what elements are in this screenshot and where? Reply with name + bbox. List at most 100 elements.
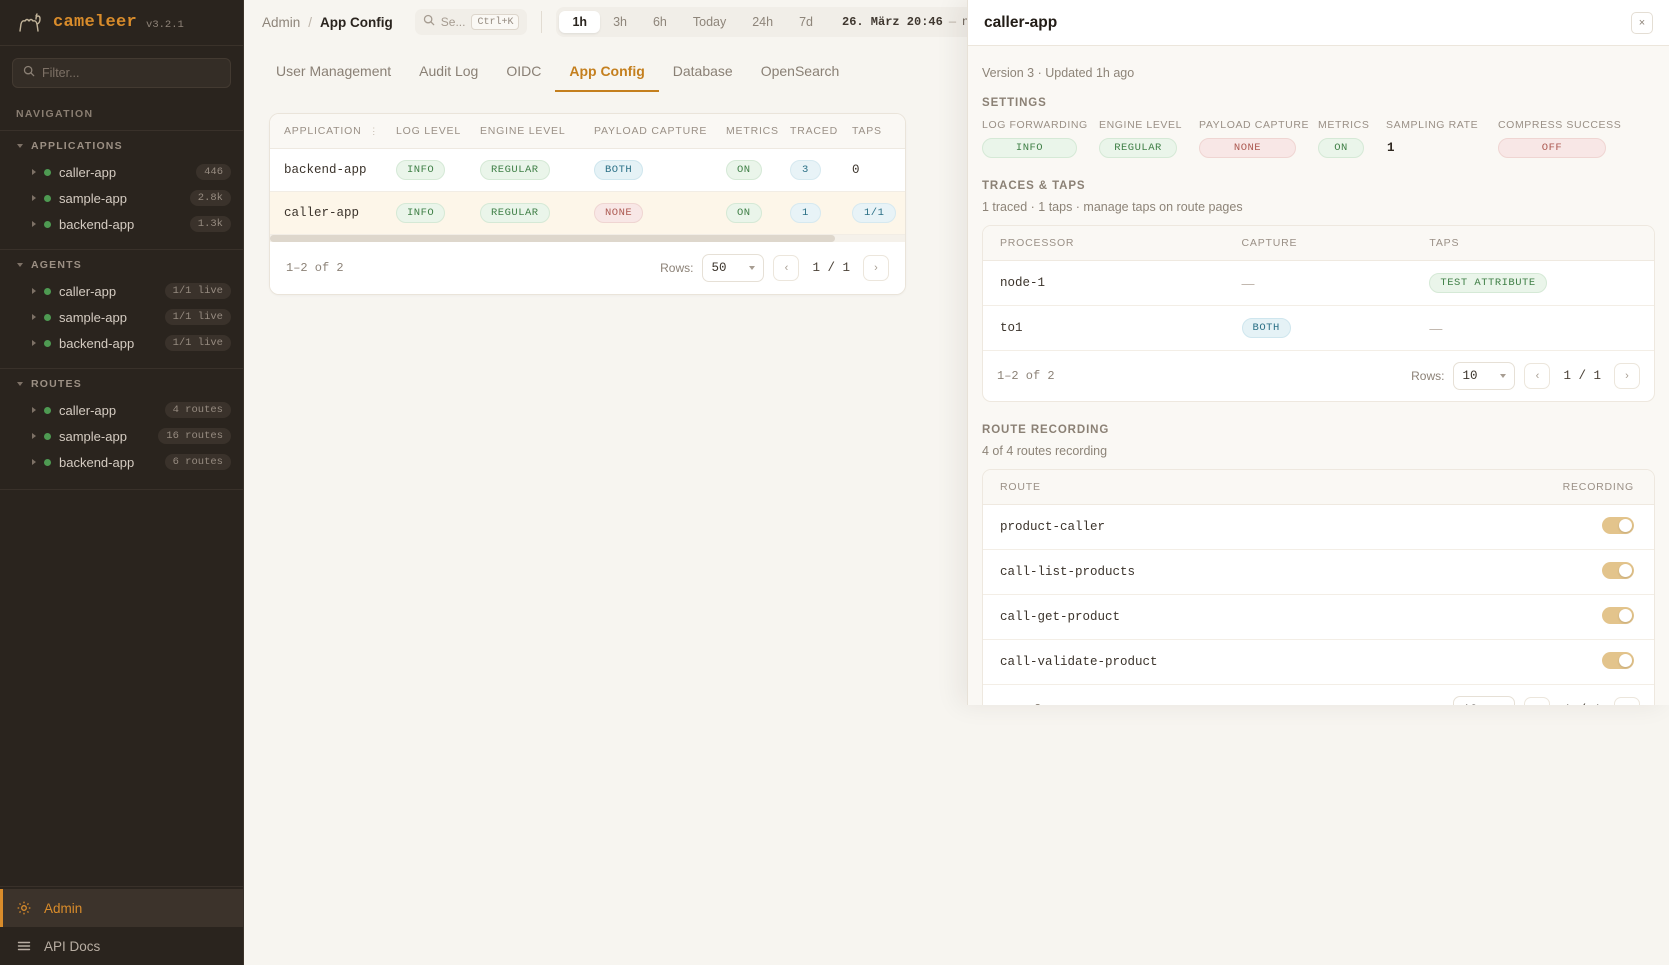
time-range-dash: — — [948, 15, 957, 29]
recording-toggle[interactable] — [1602, 607, 1634, 624]
sidebar-item-admin[interactable]: Admin — [0, 889, 243, 927]
sidebar-item-route-caller-app[interactable]: caller-app 4 routes — [0, 397, 243, 423]
sidebar-item-api-docs[interactable]: API Docs — [0, 927, 243, 965]
tab-app-config[interactable]: App Config — [555, 54, 659, 92]
sidebar: cameleer v3.2.1 NAVIGATION APPLICATIONS … — [0, 0, 244, 965]
sidebar-item-badge: 4 routes — [164, 402, 231, 418]
row-count-label: 1–2 of 2 — [997, 369, 1055, 383]
table-row[interactable]: call-get-product — [983, 594, 1654, 640]
time-range-6h[interactable]: 6h — [652, 15, 667, 29]
recording-toggle[interactable] — [1602, 517, 1634, 534]
setting-value-pill: ON — [1318, 138, 1364, 158]
table-row[interactable]: caller-app INFO REGULAR NONE ON 1 1/1 3 — [270, 191, 905, 235]
horizontal-scrollbar[interactable] — [270, 235, 905, 242]
global-search-button[interactable]: Se... Ctrl+K — [414, 9, 528, 35]
table-header-row: ROUTE RECORDING — [983, 470, 1654, 505]
chevron-right-icon — [32, 288, 36, 294]
table-row[interactable]: node-1 — TEST ATTRIBUTE — [983, 260, 1654, 306]
tab-oidc[interactable]: OIDC — [506, 63, 542, 79]
cell-taps: 0 — [838, 148, 900, 192]
col-engine-level[interactable]: ENGINE LEVEL — [466, 114, 580, 149]
filter-box[interactable] — [12, 58, 231, 88]
prev-page-button[interactable]: ‹ — [1524, 363, 1551, 389]
setting-value-pill: OFF — [1498, 138, 1606, 158]
status-dot — [44, 287, 51, 295]
breadcrumb-root[interactable]: Admin — [262, 14, 301, 30]
cell-route: call-list-products — [983, 549, 1453, 595]
status-dot — [44, 339, 51, 347]
traced-pill: 1 — [790, 203, 821, 223]
col-traced[interactable]: TRACED — [776, 114, 838, 149]
group-header-agents[interactable]: AGENTS — [0, 252, 243, 278]
cell-processor: to1 — [983, 305, 1225, 351]
brand-version: v3.2.1 — [146, 18, 184, 31]
sidebar-item-label: caller-app — [59, 164, 117, 180]
time-range-from[interactable]: 26. März 20:46 — [842, 15, 943, 29]
chevron-right-icon — [32, 314, 36, 320]
tab-database[interactable]: Database — [672, 63, 733, 79]
table-row[interactable]: to1 BOTH — — [983, 305, 1654, 351]
cell-route: call-get-product — [983, 594, 1453, 640]
recording-toggle[interactable] — [1602, 562, 1634, 579]
divider — [0, 130, 243, 131]
setting-value-number: 1 — [1387, 141, 1395, 155]
col-application[interactable]: APPLICATION ⋮ — [270, 114, 382, 149]
col-version[interactable]: V — [900, 114, 905, 149]
metrics-pill: ON — [726, 160, 762, 180]
status-dot — [44, 406, 51, 414]
capture-pill: BOTH — [1241, 318, 1291, 338]
time-range-7d[interactable]: 7d — [799, 15, 813, 29]
col-metrics[interactable]: METRICS — [712, 114, 778, 149]
chevron-right-icon — [32, 169, 36, 175]
prev-page-button[interactable]: ‹ — [1524, 697, 1551, 705]
status-dot — [44, 220, 51, 228]
col-log-level[interactable]: LOG LEVEL — [382, 114, 466, 149]
time-range-1h[interactable]: 1h — [559, 11, 601, 33]
next-page-button[interactable]: › — [1614, 363, 1640, 389]
time-range-3h[interactable]: 3h — [613, 15, 627, 29]
tap-pill: TEST ATTRIBUTE — [1429, 273, 1547, 293]
table-row[interactable]: product-caller — [983, 504, 1654, 550]
tab-opensearch[interactable]: OpenSearch — [760, 63, 840, 79]
sidebar-item-label: Admin — [44, 900, 83, 916]
col-label: APPLICATION — [284, 125, 362, 137]
sidebar-item-route-backend-app[interactable]: backend-app 6 routes — [0, 449, 243, 475]
prev-page-button[interactable]: ‹ — [773, 255, 800, 281]
setting-compress-success: COMPRESS SUCCESS OFF — [1498, 119, 1621, 158]
sidebar-item-agent-backend-app[interactable]: backend-app 1/1 live — [0, 330, 243, 356]
col-recording: RECORDING — [1452, 470, 1654, 505]
group-header-applications[interactable]: APPLICATIONS — [0, 133, 243, 159]
rows-per-page-label: Rows: — [660, 261, 694, 275]
sidebar-item-agent-sample-app[interactable]: sample-app 1/1 live — [0, 304, 243, 330]
time-range-24h[interactable]: 24h — [752, 15, 774, 29]
filter-input[interactable] — [42, 66, 220, 80]
tab-audit-log[interactable]: Audit Log — [419, 63, 479, 79]
rows-per-page-select[interactable]: 10 — [1453, 362, 1516, 390]
table-row[interactable]: call-validate-product — [983, 639, 1654, 685]
next-page-button[interactable]: › — [1614, 697, 1640, 705]
sidebar-item-app-caller-app[interactable]: caller-app 446 — [0, 159, 243, 185]
sidebar-item-agent-caller-app[interactable]: caller-app 1/1 live — [0, 278, 243, 304]
tab-user-management[interactable]: User Management — [276, 63, 392, 79]
route-recording-table-card: ROUTE RECORDING product-caller call-list… — [982, 469, 1655, 705]
col-taps[interactable]: TAPS — [838, 114, 900, 149]
close-icon[interactable]: × — [1631, 11, 1653, 34]
sidebar-item-app-backend-app[interactable]: backend-app 1.3k — [0, 211, 243, 237]
rows-per-page-select[interactable]: 50 — [702, 254, 765, 282]
search-placeholder-text: Se... — [440, 15, 466, 29]
sidebar-item-app-sample-app[interactable]: sample-app 2.8k — [0, 185, 243, 211]
next-page-button[interactable]: › — [863, 255, 889, 281]
table-row[interactable]: backend-app INFO REGULAR BOTH ON 3 0 9 — [270, 148, 905, 192]
rows-per-page-select[interactable]: 10 — [1453, 696, 1516, 705]
recording-toggle[interactable] — [1602, 652, 1634, 669]
group-header-routes[interactable]: ROUTES — [0, 371, 243, 397]
sidebar-item-route-sample-app[interactable]: sample-app 16 routes — [0, 423, 243, 449]
row-count-label: 1–4 of 4 — [997, 703, 1055, 705]
col-route: ROUTE — [983, 470, 1453, 505]
col-payload-capture[interactable]: PAYLOAD CAPTURE — [580, 114, 712, 149]
sidebar-item-badge: 1/1 live — [164, 309, 231, 325]
setting-value-pill: REGULAR — [1099, 138, 1177, 158]
setting-payload-capture: PAYLOAD CAPTURE NONE — [1199, 119, 1309, 158]
table-row[interactable]: call-list-products — [983, 549, 1654, 595]
time-range-today[interactable]: Today — [692, 15, 727, 29]
